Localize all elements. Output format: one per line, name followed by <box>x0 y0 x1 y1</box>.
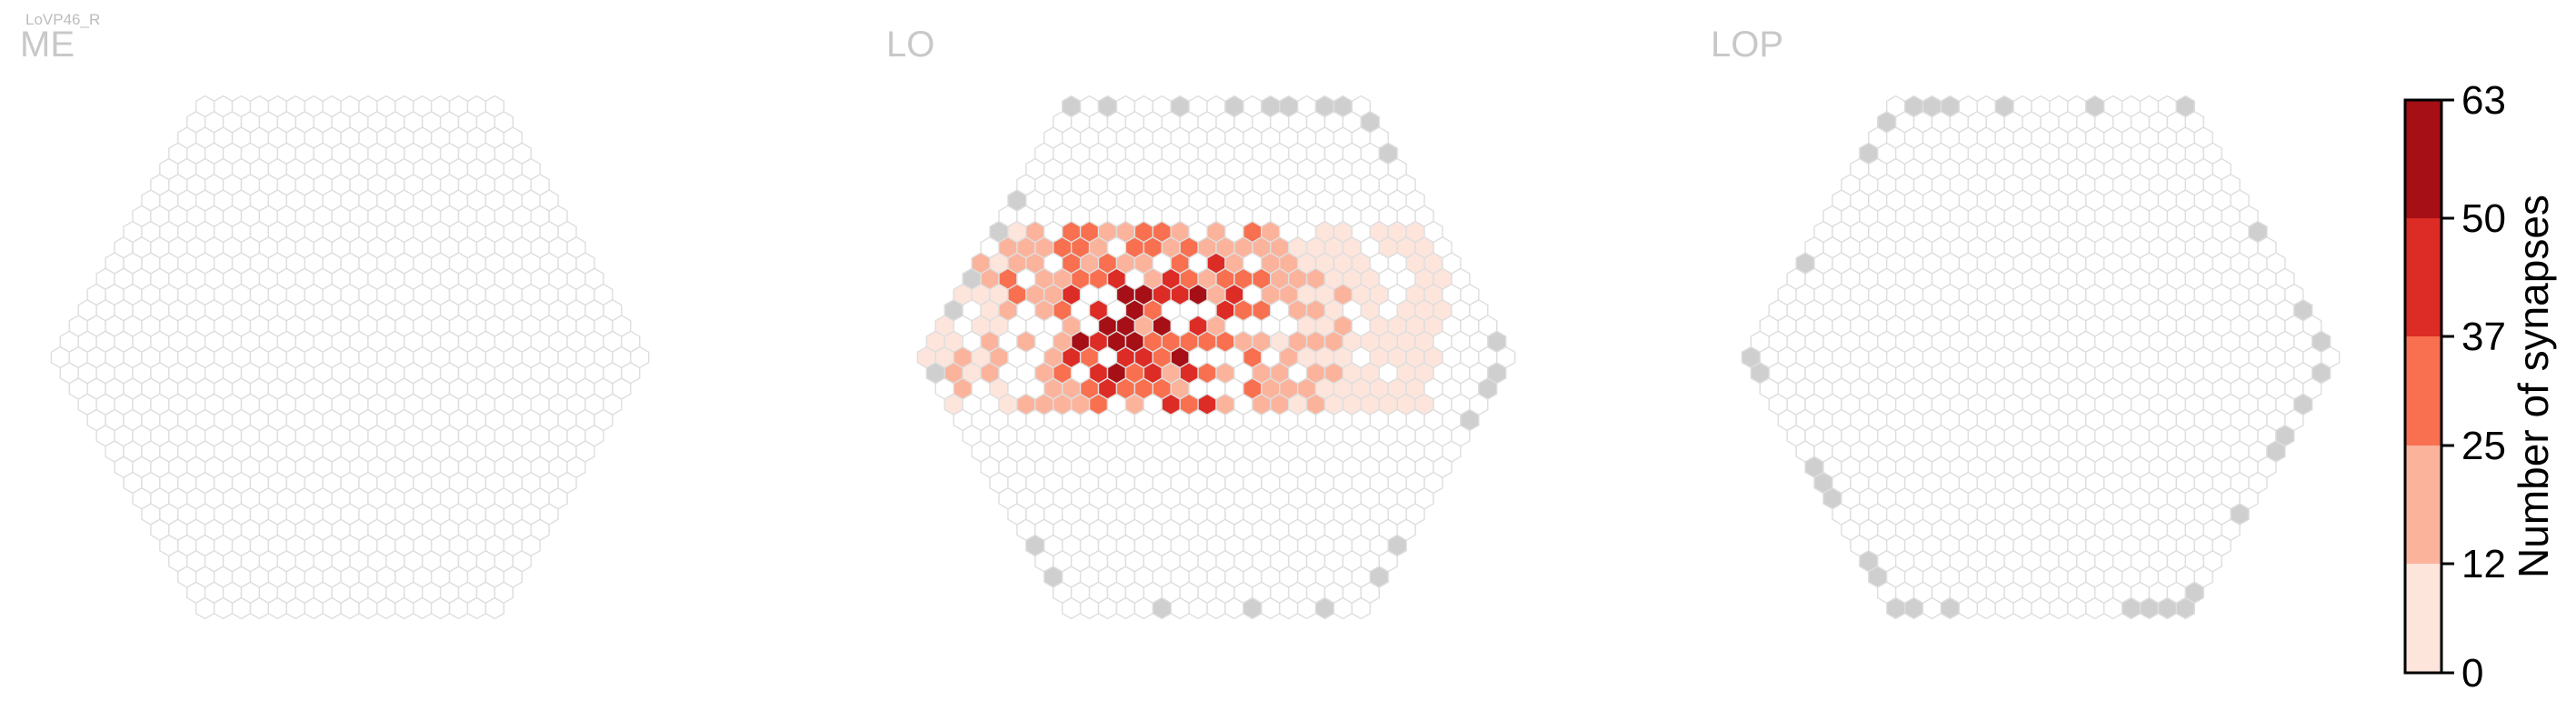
hex-grid-lo <box>916 95 1516 620</box>
colorbar-band <box>2405 336 2441 446</box>
hex-cell <box>1496 345 1516 369</box>
panel-me: ME <box>20 25 650 620</box>
hex-cell <box>630 345 650 369</box>
colorbar-tick-label: 63 <box>2461 78 2506 123</box>
hex-cell <box>2321 345 2341 369</box>
colorbar-frame <box>2403 98 2443 675</box>
colorbar-tick-label: 50 <box>2461 196 2506 241</box>
panel-lop: LOP <box>1711 25 2341 620</box>
colorbar-tick-label: 0 <box>2461 651 2483 696</box>
colorbar-tick-label: 25 <box>2461 424 2506 468</box>
colorbar-band <box>2405 100 2441 218</box>
colorbar-band <box>2405 564 2441 673</box>
colorbar-label: Number of synapses <box>2510 195 2557 578</box>
colorbar-ticks: 0 12 25 37 50 63 <box>2441 78 2506 696</box>
panel-lo: LO <box>886 25 1516 620</box>
colorbar-bands <box>2405 100 2441 673</box>
panel-title-lo: LO <box>886 25 934 65</box>
colorbar-tick-label: 37 <box>2461 315 2506 359</box>
panel-title-lop: LOP <box>1711 25 1783 65</box>
cell-type-label: LoVP46_R <box>25 11 100 28</box>
colorbar-tick-label: 12 <box>2461 542 2506 586</box>
colorbar-band <box>2405 446 2441 564</box>
panel-title-me: ME <box>20 25 75 65</box>
colorbar-band <box>2405 218 2441 336</box>
colorbar: 0 12 25 37 50 63 Number of synapses <box>2403 78 2557 696</box>
hex-grid-me <box>50 95 650 620</box>
hex-grid-lop <box>1741 95 2341 620</box>
